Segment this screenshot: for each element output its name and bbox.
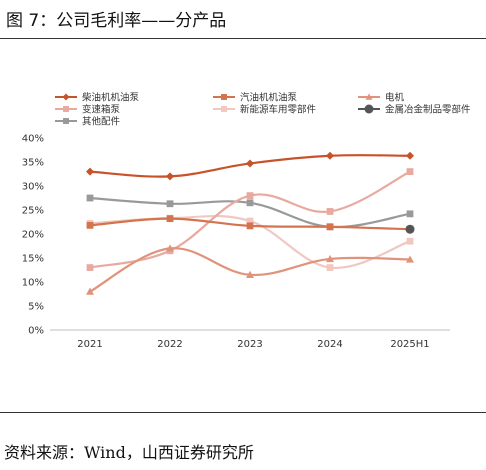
legend-marker [365, 93, 373, 100]
legend-label: 变速箱泵 [82, 104, 121, 116]
data-point [166, 215, 174, 223]
data-point [326, 264, 334, 271]
legend-marker [364, 104, 374, 114]
legend-label: 其他配件 [82, 116, 121, 128]
y-tick-label: 15% [22, 254, 44, 265]
data-point [406, 237, 414, 245]
legend-marker [63, 118, 69, 124]
source-note: 资料来源：Wind，山西证券研究所 [4, 443, 254, 462]
data-point [86, 167, 94, 176]
y-tick-label: 0% [28, 326, 44, 337]
legend-label: 柴油机机油泵 [82, 92, 140, 104]
legend-marker [221, 94, 227, 100]
data-point [166, 172, 174, 181]
data-point [86, 221, 94, 229]
y-tick-label: 35% [22, 158, 44, 169]
legend-label: 电机 [385, 92, 405, 104]
legend-marker [62, 93, 70, 101]
legend-marker [221, 106, 227, 112]
data-point [406, 255, 414, 263]
series-line [89, 247, 411, 293]
y-tick-label: 40% [22, 134, 44, 145]
chart: 0% 5% 10% 15% 20% 25% 30% 35% 40% 2021 2022 2023 202… [22, 92, 471, 351]
data-point [326, 223, 334, 231]
x-tick-label: 2021 [77, 339, 102, 350]
y-tick-label: 25% [22, 206, 44, 217]
legend-label: 汽油机机油泵 [240, 92, 298, 104]
data-point [166, 200, 174, 208]
legend-label: 金属冶金制品零部件 [385, 104, 471, 116]
data-point [86, 287, 94, 295]
data-point [246, 192, 254, 199]
legend-label: 新能源车用零部件 [240, 104, 317, 116]
data-point [246, 217, 254, 225]
y-tick-label: 10% [22, 278, 44, 289]
data-point [86, 194, 94, 202]
figure-title: 图 7：公司毛利率——分产品 [6, 11, 227, 31]
data-point [166, 244, 174, 252]
x-tick-label: 2023 [237, 339, 262, 350]
data-point [405, 224, 415, 234]
legend-marker [63, 106, 69, 112]
data-point [246, 199, 254, 207]
y-tick-label: 30% [22, 182, 44, 193]
y-tick-label: 5% [28, 302, 44, 313]
x-tick-label: 2022 [157, 339, 182, 350]
data-point [246, 270, 254, 278]
x-tick-label: 2024 [317, 339, 342, 350]
data-point [406, 168, 414, 175]
data-point [86, 264, 94, 271]
data-point [246, 222, 254, 230]
y-tick-label: 20% [22, 230, 44, 241]
bottom-rule [0, 412, 486, 413]
top-rule [0, 38, 486, 39]
x-tick-label: 2025H1 [390, 339, 429, 350]
data-point [326, 151, 334, 160]
data-point [246, 159, 254, 168]
data-point [326, 208, 334, 215]
data-point [406, 151, 414, 160]
data-point [406, 210, 414, 218]
data-point [326, 254, 334, 263]
